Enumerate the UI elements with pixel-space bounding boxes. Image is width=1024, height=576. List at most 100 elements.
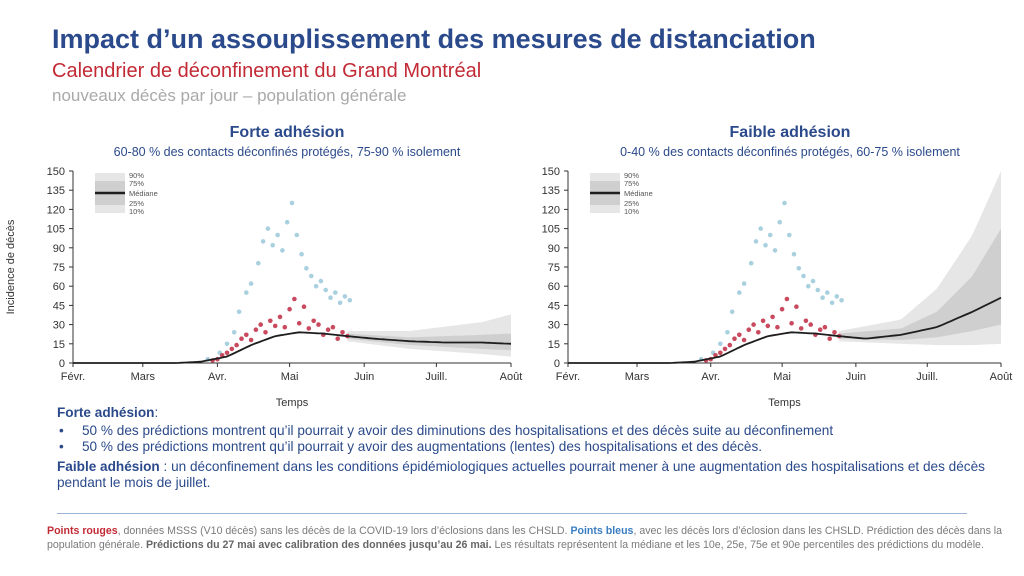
chart1-legend-label: Médiane xyxy=(129,189,158,198)
chart1-y-tick-label: 60 xyxy=(53,281,65,293)
chart2-red-point xyxy=(722,346,728,352)
chart1-red-point xyxy=(277,314,283,320)
chart1-blue-point xyxy=(236,309,242,315)
chart1-red-point xyxy=(301,304,307,310)
chart2-y-tick-label: 150 xyxy=(542,166,560,178)
chart1-blue-point xyxy=(304,266,309,271)
footer-text-1: , données MSSS (V10 décès) sans les décè… xyxy=(117,525,571,537)
chart2-blue-point xyxy=(782,200,787,206)
chart1-y-tick-label: 105 xyxy=(47,224,65,236)
chart1-y-tick-label: 0 xyxy=(59,358,65,370)
chart2-y-tick-label: 30 xyxy=(548,320,560,332)
chart2-blue-point xyxy=(772,248,778,253)
chart1-legend-label: 75% xyxy=(129,179,144,188)
chart2-red-point xyxy=(746,327,752,333)
chart2-blue-point xyxy=(796,266,802,271)
chart1-title: Forte adhésion xyxy=(230,124,345,141)
chart1-red-point xyxy=(282,324,288,330)
chart1-x-tick-label: Mars xyxy=(131,371,156,383)
chart1-legend-label: 25% xyxy=(129,199,144,208)
chart1-red-point xyxy=(239,336,244,342)
chart1-red-point xyxy=(224,350,230,356)
chart2-red-point xyxy=(718,350,723,356)
chart2-red-point xyxy=(775,324,780,330)
forte-note-heading: Forte adhésion: xyxy=(57,405,1007,421)
chart2-blue-point xyxy=(763,242,768,248)
chart2-title: Faible adhésion xyxy=(730,124,851,141)
chart2-red-point xyxy=(732,336,737,342)
chart1-red-point xyxy=(258,322,264,327)
chart1-blue-point xyxy=(255,260,261,266)
chart1-blue-point xyxy=(275,232,280,238)
chart2-blue-point xyxy=(729,309,735,315)
chart2-red-point xyxy=(760,318,766,324)
chart1-blue-point xyxy=(260,239,266,244)
chart2-y-tick-label: 75 xyxy=(548,262,560,274)
chart1-blue-point xyxy=(280,248,285,253)
chart1-y-tick-label: 120 xyxy=(47,204,65,216)
footer-blue-label: Points bleus xyxy=(570,525,634,537)
chart1-x-tick-label: Mai xyxy=(281,371,299,383)
chart1-y-tick-label: 90 xyxy=(53,243,65,255)
chart2-legend-label: 25% xyxy=(624,199,639,208)
chart1-red-point xyxy=(306,326,312,331)
chart2-blue-point xyxy=(718,341,723,347)
notes-section: Forte adhésion: 50 % des prédictions mon… xyxy=(57,405,1007,491)
chart2-blue-point xyxy=(725,330,730,335)
chart2-y-tick-label: 90 xyxy=(548,243,560,255)
chart2-legend-label: 75% xyxy=(624,179,639,188)
chart2-blue-point xyxy=(825,290,830,295)
chart2-blue-point xyxy=(767,232,773,238)
chart1-blue-point xyxy=(231,330,237,335)
chart2-legend-label: 10% xyxy=(624,207,639,216)
chart1-blue-point xyxy=(270,242,276,248)
chart2-x-tick-label: Avr. xyxy=(701,371,720,383)
chart1-blue-point xyxy=(342,294,348,299)
faible-note: Faible adhésion : un déconfinement dans … xyxy=(57,459,1007,491)
chart1-x-tick-label: Août xyxy=(500,371,523,383)
chart2-blue-point xyxy=(787,232,792,238)
chart2-x-tick-label: Mai xyxy=(773,371,791,383)
chart2-red-point xyxy=(751,322,756,327)
page-title: Impact d’un assouplissement des mesures … xyxy=(52,24,816,54)
chart2-band-25-75 xyxy=(839,228,1001,340)
chart2-blue-point xyxy=(748,260,754,266)
chart2-red-point xyxy=(832,330,837,335)
chart1-y-tick-label: 30 xyxy=(53,320,65,332)
forte-bullet-list: 50 % des prédictions montrent qu’il pour… xyxy=(57,423,1007,455)
chart2-red-point xyxy=(770,314,775,320)
chart1-x-tick-label: Févr. xyxy=(61,371,85,383)
chart1-red-point xyxy=(340,330,345,335)
chart2-y-tick-label: 15 xyxy=(548,339,560,351)
chart1-red-point xyxy=(316,322,321,327)
chart2-red-point xyxy=(822,324,828,330)
chart1-red-point xyxy=(244,332,249,338)
chart2-y-tick-label: 105 xyxy=(542,224,560,236)
chart2-red-point xyxy=(817,327,823,333)
chart2-blue-point xyxy=(829,300,835,306)
chart1-y-tick-label: 150 xyxy=(47,166,65,178)
chart1-blue-point xyxy=(323,287,329,293)
chart1-blue-point xyxy=(248,281,254,286)
chart1-blue-point xyxy=(224,341,230,347)
chart2-blue-point xyxy=(820,295,825,301)
chart2-red-point xyxy=(794,304,799,310)
chart1-blue-point xyxy=(309,273,314,279)
chart2-median-line xyxy=(568,296,1002,364)
chart2-blue-point xyxy=(801,273,806,279)
chart2-x-tick-label: Mars xyxy=(625,371,650,383)
chart2-red-point xyxy=(765,323,771,329)
chart1-legend-label: 90% xyxy=(129,171,144,180)
chart1-y-tick-label: 15 xyxy=(53,339,65,351)
chart1-red-point xyxy=(263,330,268,335)
chart2-y-tick-label: 45 xyxy=(548,300,560,312)
chart1-blue-point xyxy=(284,219,290,225)
chart2-red-point xyxy=(808,322,813,327)
chart2-blue-point xyxy=(834,294,840,299)
chart1-red-point xyxy=(311,318,317,324)
chart2-x-tick-label: Févr. xyxy=(556,371,580,383)
page-subsubtitle: nouveaux décès par jour – population gén… xyxy=(52,86,407,105)
chart2-y-tick-label: 120 xyxy=(542,204,560,216)
chart2-red-point xyxy=(789,321,794,326)
chart1-x-tick-label: Juin xyxy=(354,371,374,383)
